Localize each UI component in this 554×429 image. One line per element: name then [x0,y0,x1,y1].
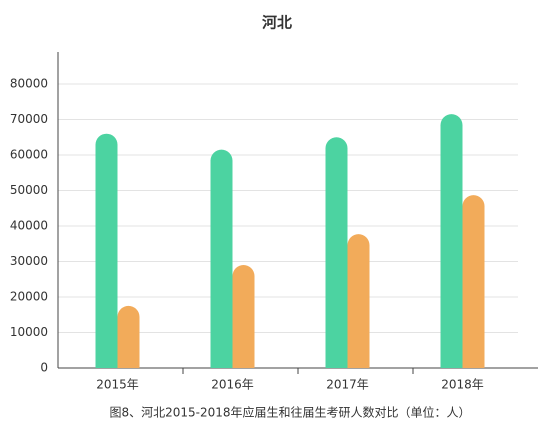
y-tick-label: 70000 [10,112,48,126]
y-tick-label: 50000 [10,183,48,197]
caption: 图8、河北2015-2018年应届生和往届生考研人数对比（单位：人） [109,405,470,420]
bar [117,305,140,368]
y-tick-label: 40000 [10,219,48,233]
y-tick-label: 10000 [10,325,48,339]
chart-title: 河北 [262,14,292,32]
bar [347,234,370,368]
y-tick-label: 20000 [10,290,48,304]
bar [232,265,255,368]
y-tick-label: 60000 [10,148,48,162]
x-tick-label: 2015年 [96,378,139,392]
bar [462,195,485,368]
bar [325,137,348,368]
bar [210,149,233,368]
x-tick-label: 2016年 [211,378,254,392]
bar [95,133,118,368]
x-tick-label: 2018年 [441,378,484,392]
y-tick-label: 0 [40,361,48,375]
bar [440,114,463,368]
x-tick-label: 2017年 [326,378,369,392]
y-tick-label: 30000 [10,254,48,268]
y-tick-label: 80000 [10,77,48,91]
